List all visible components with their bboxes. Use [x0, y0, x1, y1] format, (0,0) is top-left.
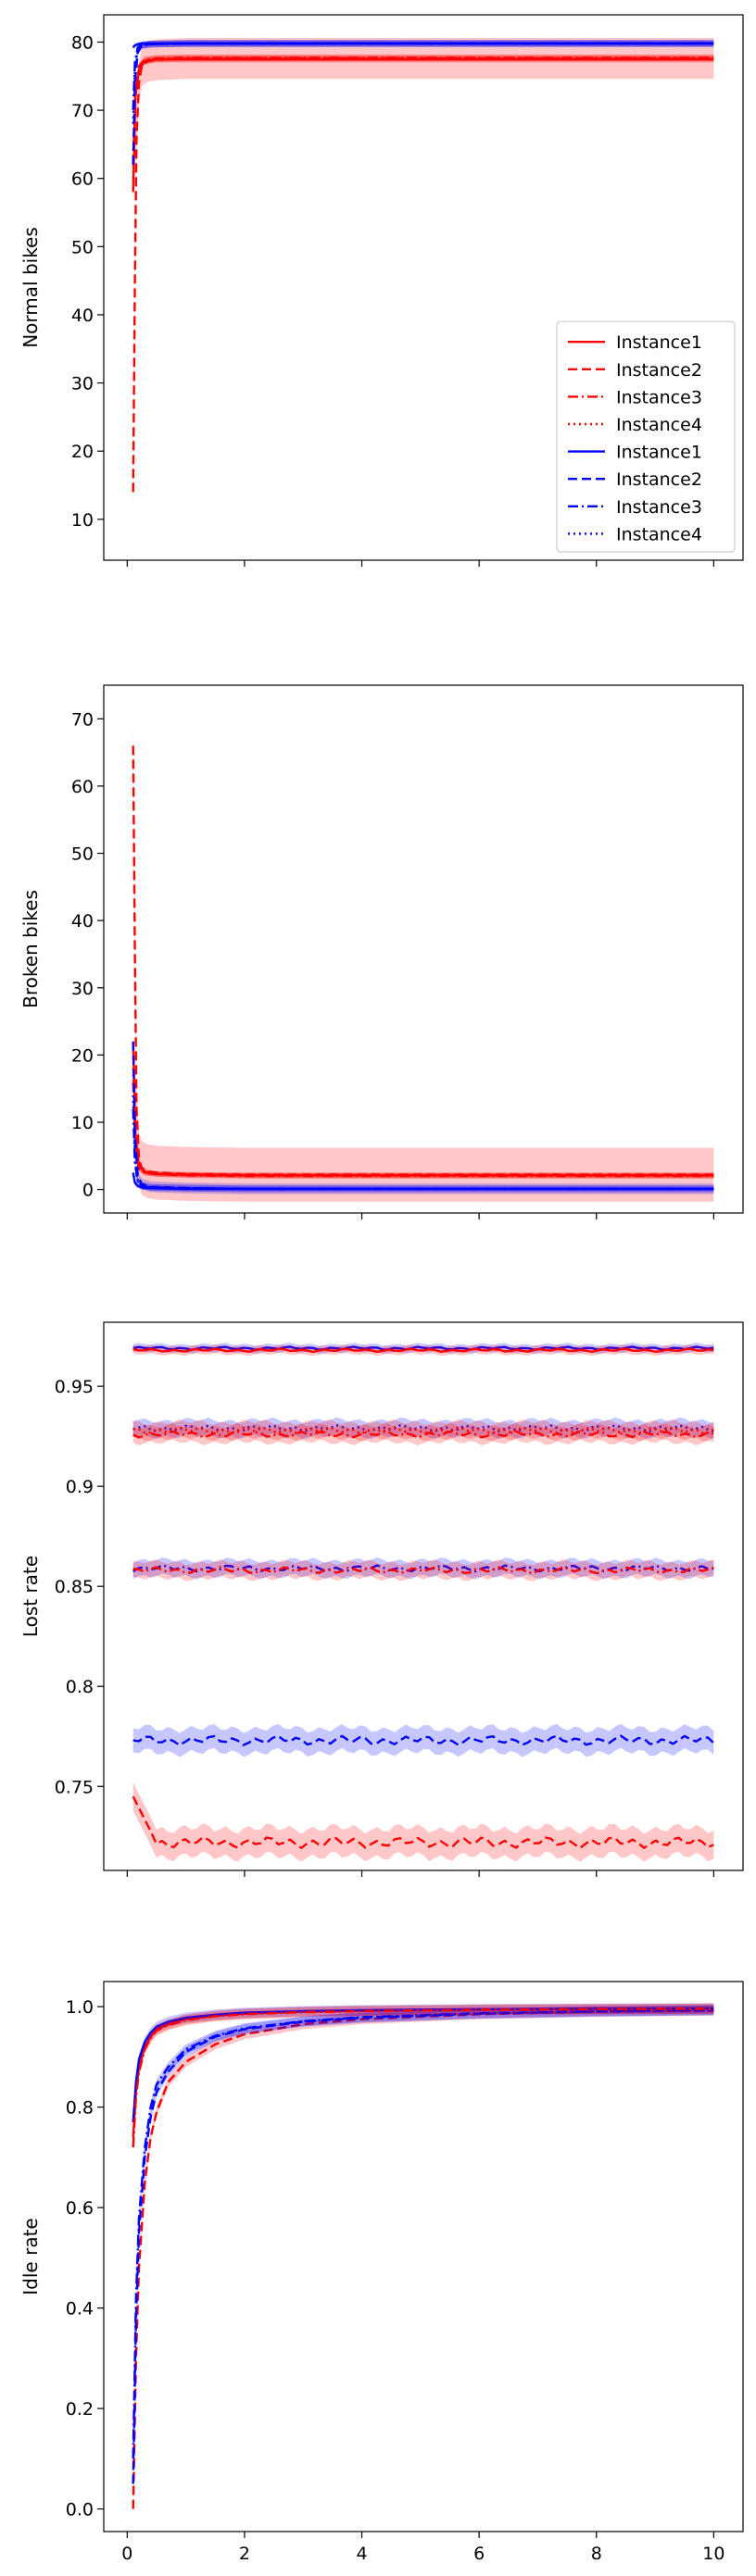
series-line-1 — [132, 1345, 714, 1351]
series-line-6 — [132, 2007, 714, 2148]
series-band-5 — [132, 1423, 714, 1446]
y-tick-label: 10 — [71, 1113, 94, 1133]
y-tick-label: 0.9 — [66, 1477, 94, 1497]
axes-frame — [103, 684, 744, 1214]
y-tick-label: 10 — [71, 510, 94, 531]
y-axis-label: Broken bikes — [19, 890, 42, 1008]
y-tick-label: 0.4 — [66, 2299, 94, 2320]
x-tick-label: 8 — [591, 2544, 602, 2564]
series-line-2 — [132, 1347, 714, 1354]
series-band-6 — [132, 1557, 714, 1580]
y-tick-label: 30 — [71, 374, 94, 394]
x-tick-label: 10 — [702, 2544, 724, 2564]
legend-label: Instance2 — [616, 360, 702, 381]
y-tick-label: 0.75 — [55, 1777, 94, 1797]
x-tick-label: 6 — [473, 2544, 485, 2564]
series-band-2 — [132, 2005, 714, 2489]
y-axis-label: Idle rate — [19, 2218, 42, 2295]
y-tick-label: 60 — [71, 777, 94, 797]
y-tick-label: 40 — [71, 911, 94, 932]
series-band-5 — [132, 2005, 714, 2464]
axes-frame — [103, 14, 744, 561]
legend-label: Instance1 — [616, 332, 702, 353]
series-line-6 — [132, 1564, 714, 1573]
series-band-9 — [132, 1782, 714, 1862]
series-line-5 — [132, 1430, 714, 1439]
plot-area — [132, 38, 714, 513]
series-line-1 — [132, 745, 714, 1176]
y-tick-label: 1.0 — [66, 1997, 94, 2018]
plot-area — [132, 1343, 715, 1862]
series-band-8 — [132, 1723, 714, 1757]
series-line-3 — [132, 56, 714, 166]
axes-frame — [103, 1981, 744, 2532]
series-band-7 — [132, 1558, 714, 1582]
y-tick-label: 50 — [71, 237, 94, 257]
plot-area — [132, 2003, 714, 2514]
panel-3: 0.75 0.8 0.85 0.9 0.95 Lost rate — [19, 1321, 744, 1877]
series-line-7 — [132, 1566, 714, 1575]
series-line-4 — [132, 56, 714, 179]
y-tick-label: 0.8 — [66, 2098, 94, 2119]
y-tick-label: 20 — [71, 1045, 94, 1066]
series-line-1 — [132, 2009, 714, 2509]
y-tick-label: 50 — [71, 844, 94, 865]
y-tick-label: 70 — [71, 101, 94, 121]
axes-frame — [103, 1321, 744, 1871]
series-band-1 — [132, 2006, 714, 2514]
legend-label: Instance4 — [616, 415, 702, 435]
x-tick-label: 4 — [356, 2544, 367, 2564]
y-tick-label: 0.0 — [66, 2500, 94, 2520]
plot-area — [132, 719, 714, 1202]
legend-box — [556, 320, 736, 553]
y-tick-label: 70 — [71, 709, 94, 730]
y-tick-label: 0 — [82, 1181, 94, 1201]
x-tick-label: 2 — [239, 2544, 250, 2564]
legend-label: Instance3 — [616, 387, 702, 407]
panel-2: 0 10 20 30 40 50 60 70 Broken bikes — [19, 684, 744, 1219]
series-line-8 — [132, 1094, 714, 1191]
legend-label: Instance2 — [616, 469, 702, 490]
y-tick-label: 30 — [71, 979, 94, 999]
x-tick-label: 0 — [121, 2544, 132, 2564]
y-tick-label: 60 — [71, 169, 94, 190]
series-line-2 — [132, 2008, 714, 2484]
series-line-3 — [132, 1082, 714, 1178]
y-tick-label: 20 — [71, 442, 94, 462]
series-line-8 — [132, 42, 714, 124]
legend-label: Instance3 — [616, 497, 702, 518]
series-line-4 — [132, 2007, 714, 2122]
y-tick-label: 0.8 — [66, 1677, 94, 1697]
y-tick-label: 0.85 — [55, 1577, 94, 1597]
y-tick-label: 0.2 — [66, 2399, 94, 2420]
series-band-4 — [132, 2003, 714, 2128]
y-axis-label: Lost rate — [19, 1556, 42, 1637]
y-tick-label: 80 — [71, 32, 94, 53]
legend-label: Instance1 — [616, 443, 702, 463]
series-line-9 — [132, 1795, 714, 1849]
legend: Instance1 Instance2 Instance3 Instance4 Inst… — [556, 320, 736, 553]
panel-4: 0.0 0.2 0.4 0.6 0.8 1.0 0 2 4 6 8 10 Idle rate — [19, 1981, 744, 2564]
legend-label: Instance4 — [616, 524, 702, 544]
series-band-1 — [132, 719, 714, 1202]
series-band-3 — [132, 1417, 714, 1440]
series-line-7 — [132, 42, 714, 111]
y-tick-label: 40 — [71, 306, 94, 326]
y-tick-label: 0.95 — [55, 1377, 94, 1397]
y-tick-label: 0.6 — [66, 2198, 94, 2219]
y-axis-label: Normal bikes — [19, 227, 42, 348]
series-band-4 — [132, 1419, 714, 1442]
